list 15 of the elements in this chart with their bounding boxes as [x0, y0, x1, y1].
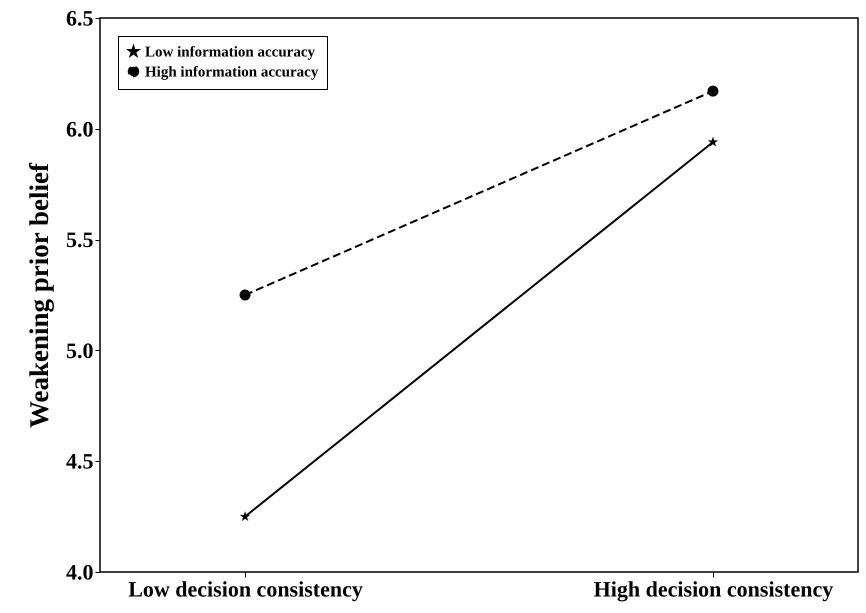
x-tick-label: High decision consistency [594, 576, 834, 602]
y-tick-label: 4.0 [66, 560, 94, 584]
y-tick-label: 6.0 [66, 116, 94, 142]
y-tick-label: 5.5 [66, 227, 94, 252]
point [240, 511, 250, 522]
y-axis-title: Weakening prior belief [24, 162, 54, 428]
legend-label: High information accuracy [145, 64, 319, 80]
y-tick-label: 4.5 [66, 448, 94, 474]
point [240, 290, 251, 300]
y-tick-label: 6.5 [66, 6, 94, 30]
point [707, 86, 718, 97]
x-tick-label: Low decision consistency [128, 576, 363, 602]
y-tick-label: 5.0 [66, 338, 94, 363]
legend-label: Low information accuracy [145, 44, 316, 60]
point [708, 136, 718, 147]
